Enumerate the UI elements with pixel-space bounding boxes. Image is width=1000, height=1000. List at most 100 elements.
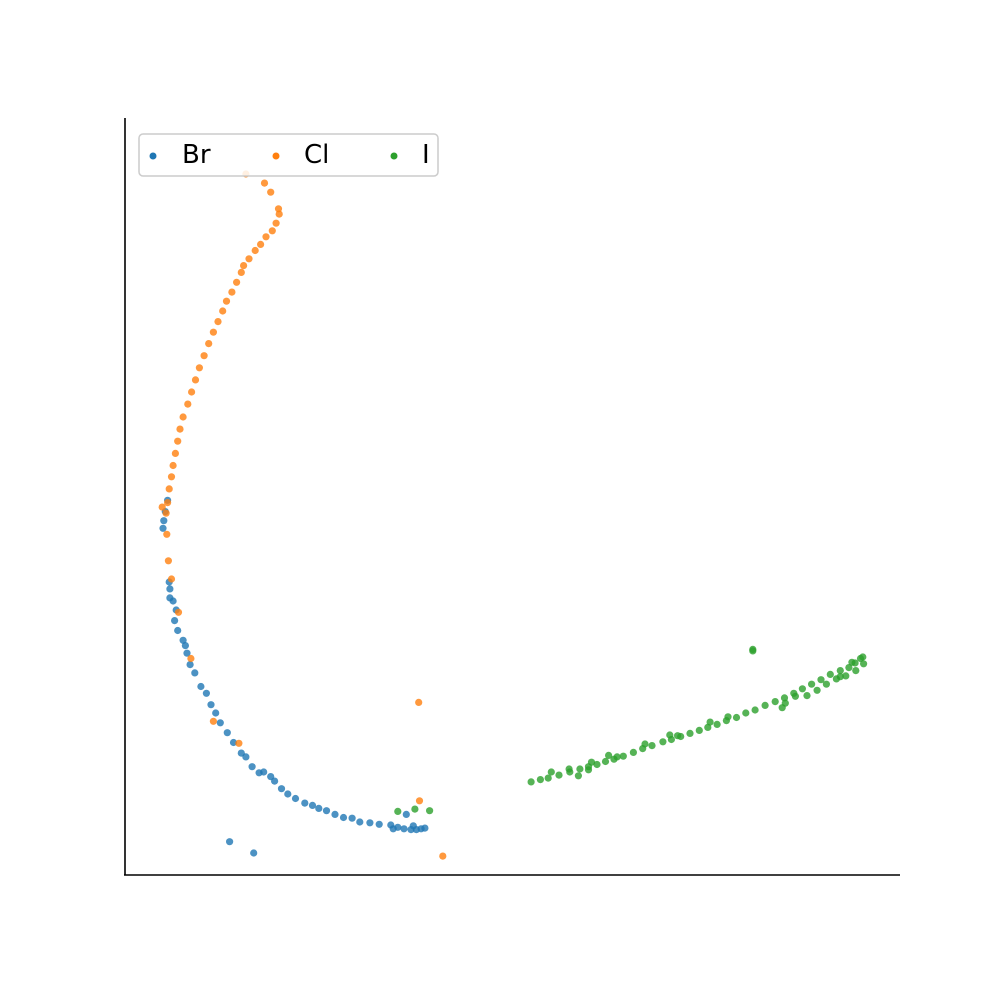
point-br-13 [183, 649, 191, 657]
point-i-51 [587, 758, 596, 766]
point-br-10 [174, 626, 182, 635]
point-i-35 [826, 670, 834, 679]
point-cl-13 [233, 278, 241, 286]
point-i-36 [836, 667, 844, 675]
point-i-28 [761, 701, 769, 710]
legend-box [138, 133, 439, 177]
point-i-41 [852, 667, 860, 675]
point-i-10 [593, 760, 601, 769]
point-i-45 [813, 686, 821, 694]
point-br-1 [160, 517, 168, 525]
point-br-42 [375, 820, 383, 828]
point-i-16 [648, 742, 656, 750]
point-br-12 [181, 642, 189, 650]
legend-marker-i [390, 152, 398, 160]
point-i-50 [574, 772, 583, 780]
point-br-51 [389, 825, 397, 833]
point-i-40 [860, 660, 868, 668]
point-br-27 [260, 768, 268, 776]
point-i-34 [817, 676, 825, 684]
point-br-17 [202, 689, 210, 697]
point-br-9 [171, 617, 179, 625]
point-cl-12 [237, 268, 245, 276]
point-i-59 [641, 740, 649, 748]
point-cl-3 [274, 205, 283, 213]
point-i-61 [724, 713, 732, 721]
point-i-56 [749, 647, 757, 655]
point-cl-17 [214, 318, 222, 326]
point-i-0 [394, 807, 402, 816]
point-i-3 [527, 778, 535, 786]
point-cl-30 [167, 473, 176, 481]
point-cl-6 [268, 227, 276, 235]
point-cl-41 [235, 739, 243, 747]
point-cl-34 [158, 503, 166, 511]
point-br-50 [409, 822, 417, 830]
legend-marker-cl [272, 152, 280, 160]
point-cl-23 [188, 388, 196, 396]
point-i-20 [686, 729, 694, 738]
point-cl-19 [205, 340, 213, 348]
point-br-49 [421, 824, 429, 832]
point-cl-27 [174, 437, 182, 445]
point-br-39 [348, 814, 356, 822]
point-i-62 [778, 704, 786, 712]
point-br-54 [226, 838, 234, 846]
point-cl-35 [163, 530, 171, 538]
point-i-57 [584, 766, 593, 774]
point-cl-39 [187, 654, 195, 663]
point-i-4 [536, 776, 545, 784]
point-cl-14 [228, 288, 236, 296]
point-cl-16 [219, 307, 227, 315]
point-i-17 [659, 738, 667, 746]
point-br-21 [223, 729, 231, 737]
point-br-53 [250, 849, 258, 857]
point-cl-33 [162, 509, 170, 517]
point-i-42 [842, 672, 850, 680]
point-i-5 [544, 774, 552, 782]
point-cl-40 [209, 717, 217, 725]
point-br-7 [169, 597, 177, 605]
point-i-44 [822, 680, 831, 688]
point-br-29 [271, 777, 279, 785]
point-br-41 [366, 819, 374, 827]
point-cl-24 [184, 400, 192, 408]
point-br-19 [212, 709, 220, 717]
legend-label-cl: Cl [304, 140, 329, 170]
point-i-58 [613, 753, 621, 761]
point-br-33 [301, 799, 309, 807]
point-cl-2 [267, 188, 275, 196]
point-cl-7 [262, 233, 270, 241]
point-br-22 [229, 738, 238, 747]
point-cl-42 [415, 797, 424, 805]
point-i-60 [674, 732, 682, 740]
point-i-63 [791, 692, 800, 700]
point-cl-36 [164, 557, 172, 565]
point-i-33 [808, 680, 816, 688]
point-i-2 [426, 807, 434, 815]
point-br-20 [216, 719, 224, 727]
point-i-29 [771, 698, 779, 706]
point-br-32 [291, 794, 300, 803]
point-br-18 [207, 701, 215, 709]
point-cl-5 [272, 219, 280, 227]
point-i-21 [695, 726, 703, 735]
point-cl-9 [251, 246, 259, 255]
point-br-25 [248, 763, 256, 771]
point-i-13 [619, 752, 627, 760]
point-cl-18 [209, 328, 217, 336]
point-cl-44 [439, 852, 447, 860]
point-cl-11 [240, 262, 248, 270]
point-i-46 [803, 692, 811, 700]
legend-marker-br [149, 152, 157, 160]
point-cl-28 [171, 449, 179, 457]
point-br-34 [308, 801, 317, 810]
legend: Br Cl I [138, 133, 439, 177]
point-br-37 [331, 810, 339, 819]
point-br-31 [284, 790, 292, 798]
point-i-26 [742, 709, 750, 717]
point-i-52 [605, 751, 613, 760]
point-br-35 [315, 804, 323, 813]
point-br-52 [402, 810, 410, 819]
